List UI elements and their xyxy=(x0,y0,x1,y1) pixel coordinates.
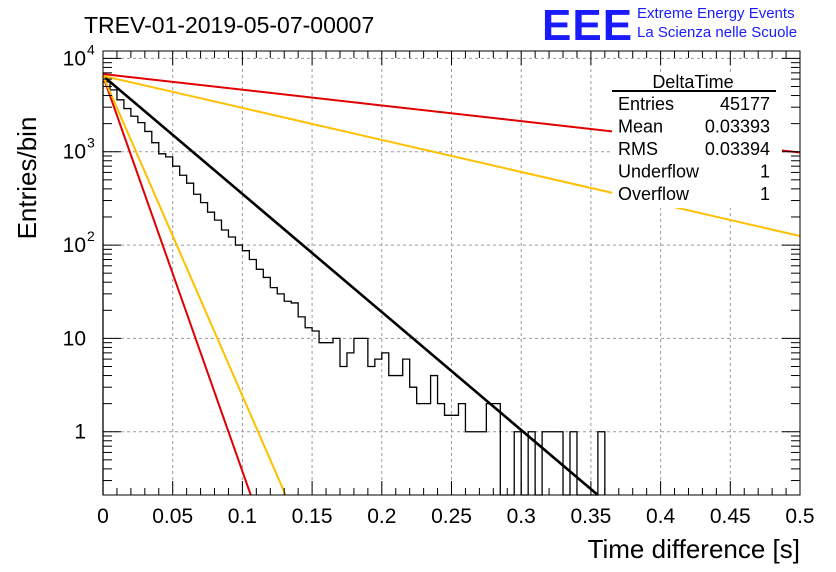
x-tick-label: 0.5 xyxy=(785,505,814,528)
stats-label: RMS xyxy=(618,139,658,159)
stats-label: Mean xyxy=(618,117,663,137)
fit-line xyxy=(102,75,287,496)
x-tick-label: 0.4 xyxy=(646,505,676,528)
fit-line xyxy=(102,75,252,496)
eee-logo-line1: Extreme Energy Events xyxy=(637,5,795,22)
x-tick-label: 0.2 xyxy=(367,505,396,528)
stats-label: Entries xyxy=(618,94,674,114)
x-tick-label: 0.05 xyxy=(152,505,193,528)
stats-label: Overflow xyxy=(618,184,690,204)
histogram xyxy=(102,81,606,496)
x-tick-label: 0.1 xyxy=(228,505,257,528)
stats-box: DeltaTime Entries 45177 Mean 0.03393 RMS 0.03… xyxy=(612,72,782,208)
fit-lines xyxy=(102,73,801,496)
axes: 0 0.05 0.1 0.15 0.2 0.25 0.3 0.35 0.4 0.45 0.5 1 10 1… xyxy=(63,41,815,528)
stats-title: DeltaTime xyxy=(652,72,733,92)
stats-value: 0.03393 xyxy=(705,117,770,137)
x-tick-label: 0.45 xyxy=(710,505,751,528)
y-tick-label: 10 xyxy=(63,327,86,350)
stats-value: 0.03394 xyxy=(705,139,770,159)
y-tick-exponent: 4 xyxy=(87,41,95,57)
eee-logo-mark: EEE xyxy=(542,1,633,50)
x-axis-label: Time difference [s] xyxy=(588,534,800,564)
y-tick-exponent: 3 xyxy=(87,135,95,151)
fit-line xyxy=(102,74,599,496)
y-tick-label: 1 xyxy=(74,421,86,444)
x-tick-label: 0.25 xyxy=(431,505,472,528)
x-tick-label: 0.35 xyxy=(570,505,611,528)
fit-line xyxy=(102,74,801,237)
x-tick-label: 0 xyxy=(97,505,109,528)
y-tick-label: 10 xyxy=(63,47,86,70)
x-tick-label: 0.3 xyxy=(507,505,536,528)
stats-value: 1 xyxy=(760,162,770,182)
eee-logo: EEE Extreme Energy Events La Scienza nel… xyxy=(542,1,797,50)
chart-title: TREV-01-2019-05-07-00007 xyxy=(84,12,374,38)
eee-logo-line2: La Scienza nelle Scuole xyxy=(637,24,797,41)
stats-value: 45177 xyxy=(720,94,770,114)
y-tick-label: 10 xyxy=(63,141,86,164)
y-tick-label: 10 xyxy=(63,234,86,257)
y-axis-label: Entries/bin xyxy=(12,117,42,240)
x-tick-label: 0.15 xyxy=(292,505,333,528)
y-tick-exponent: 2 xyxy=(87,228,95,244)
histogram-outline xyxy=(102,81,606,496)
stats-label: Underflow xyxy=(618,162,700,182)
stats-value: 1 xyxy=(760,184,770,204)
